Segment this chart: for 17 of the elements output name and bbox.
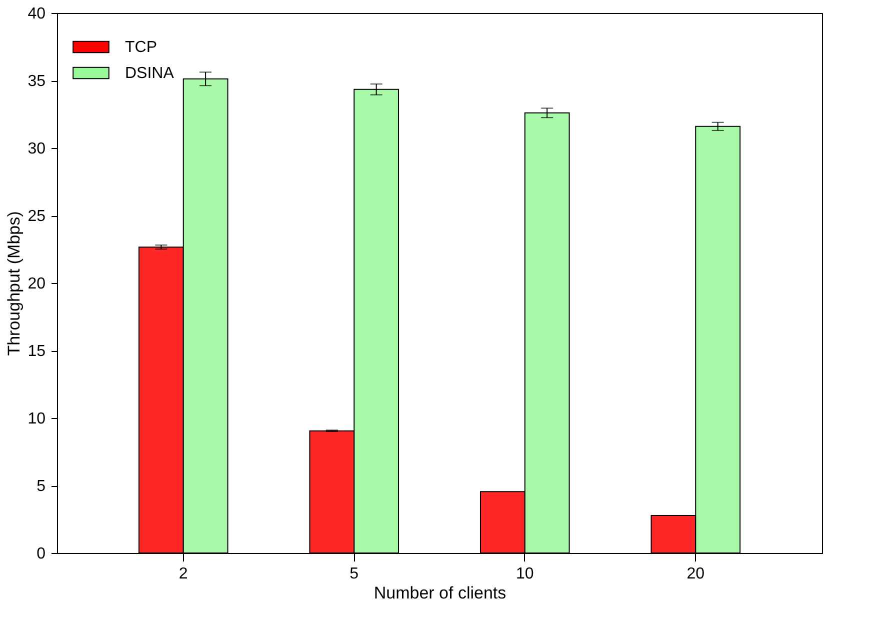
legend-label: TCP [125, 39, 157, 56]
x-tick-label: 20 [686, 566, 705, 582]
x-tick-label: 2 [178, 566, 188, 582]
y-tick-label: 35 [28, 73, 46, 90]
y-tick-label: 40 [28, 6, 46, 22]
legend-label: DSINA [125, 65, 174, 82]
y-tick-label: 5 [36, 478, 46, 495]
y-tick-label: 10 [28, 410, 46, 428]
x-tick-label: 5 [350, 566, 359, 582]
y-tick-label: 0 [36, 546, 46, 562]
x-tick-label: 10 [516, 566, 534, 582]
y-tick-label: 25 [28, 208, 46, 225]
y-tick-label: 30 [28, 140, 46, 158]
x-axis-title: Number of clients [374, 584, 506, 602]
y-tick-label: 20 [28, 276, 46, 292]
y-axis-title: Throughput (Mbps) [4, 211, 24, 356]
y-tick-label: 15 [28, 343, 46, 360]
